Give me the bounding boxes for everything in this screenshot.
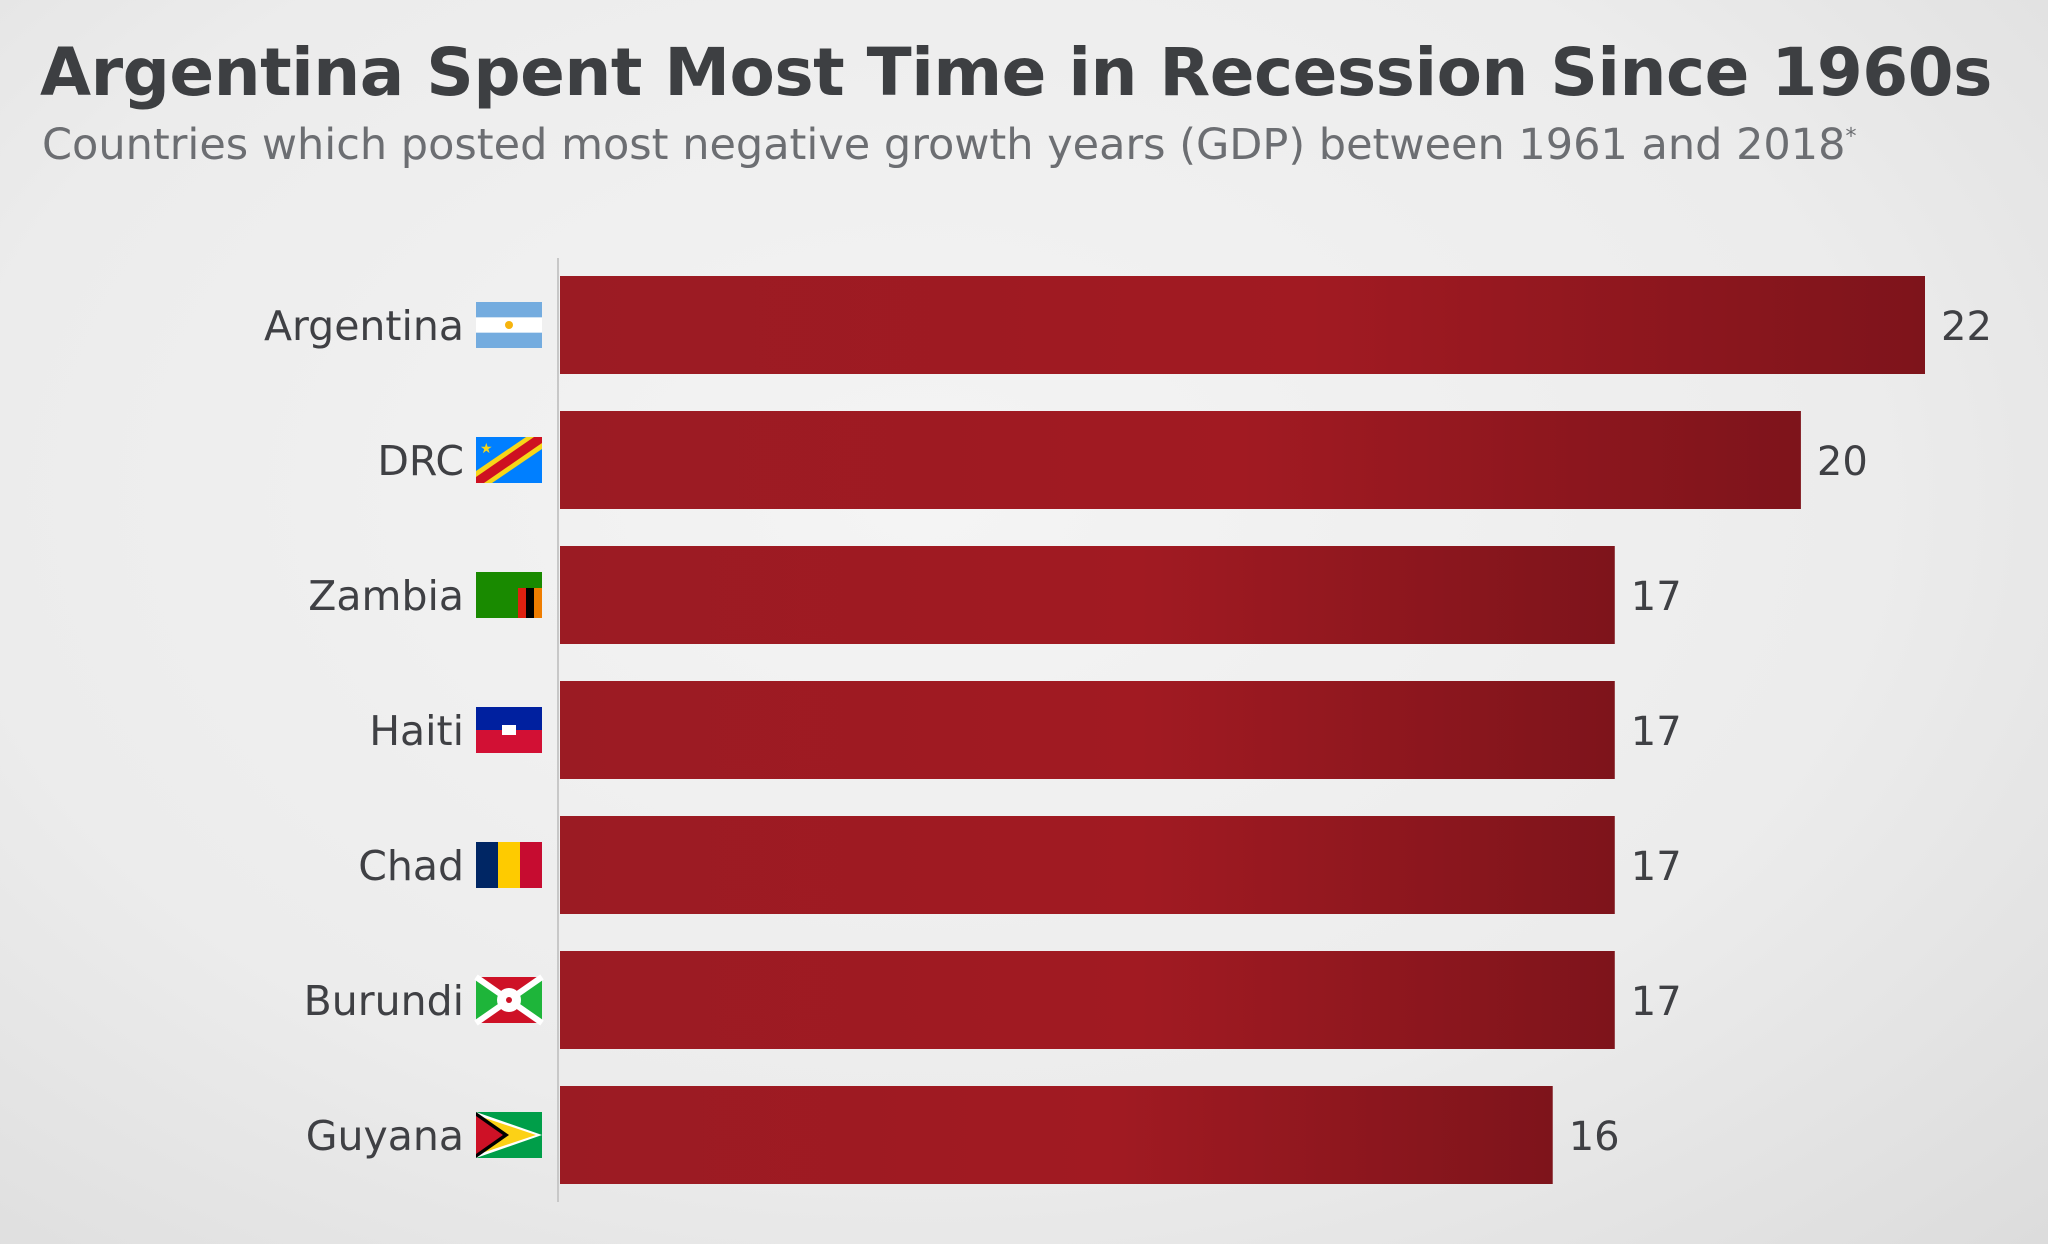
- data-label: 17: [1631, 844, 1682, 890]
- zambia-flag-icon: [476, 572, 542, 618]
- category-label: Argentina: [264, 302, 464, 350]
- category-label: Burundi: [304, 977, 464, 1025]
- drc-flag-icon: ★: [476, 437, 542, 483]
- bar-row-zambia: Zambia 17: [308, 546, 1682, 644]
- bar-guyana: [560, 1086, 1553, 1184]
- bar-burundi: [560, 951, 1615, 1049]
- bar-row-haiti: Haiti 17: [369, 681, 1682, 779]
- bar-chad: [560, 816, 1615, 914]
- bar-zambia: [560, 546, 1615, 644]
- bar-row-chad: Chad 17: [358, 816, 1682, 914]
- argentina-flag-icon: [476, 302, 542, 348]
- chad-flag-icon: [476, 842, 542, 888]
- bar-haiti: [560, 681, 1615, 779]
- data-label: 22: [1941, 304, 1992, 350]
- data-label: 17: [1631, 709, 1682, 755]
- bar-drc: [560, 411, 1801, 509]
- chart-title: Argentina Spent Most Time in Recession S…: [40, 34, 1992, 111]
- subtitle-footnote-mark: *: [1845, 124, 1857, 150]
- bar-argentina: [560, 276, 1925, 374]
- haiti-flag-icon: [476, 707, 542, 753]
- category-label: Guyana: [306, 1112, 464, 1160]
- category-label: Zambia: [308, 572, 464, 620]
- data-label: 17: [1631, 979, 1682, 1025]
- subtitle-text: Countries which posted most negative gro…: [42, 120, 1846, 170]
- bar-row-drc: DRC ★ 20: [377, 411, 1868, 509]
- guyana-flag-icon: [476, 1112, 542, 1158]
- data-label: 20: [1817, 439, 1868, 485]
- burundi-flag-icon: [474, 974, 544, 1026]
- data-label: 16: [1569, 1114, 1620, 1160]
- bar-row-argentina: Argentina 22: [264, 276, 1992, 374]
- data-label: 17: [1631, 574, 1682, 620]
- bar-row-burundi: Burundi 17: [304, 951, 1682, 1049]
- category-label: DRC: [377, 437, 464, 485]
- svg-text:★: ★: [480, 441, 493, 457]
- category-label: Chad: [358, 842, 464, 890]
- category-label: Haiti: [369, 707, 464, 755]
- chart-subtitle: Countries which posted most negative gro…: [42, 120, 1857, 170]
- bar-row-guyana: Guyana 16: [306, 1086, 1620, 1184]
